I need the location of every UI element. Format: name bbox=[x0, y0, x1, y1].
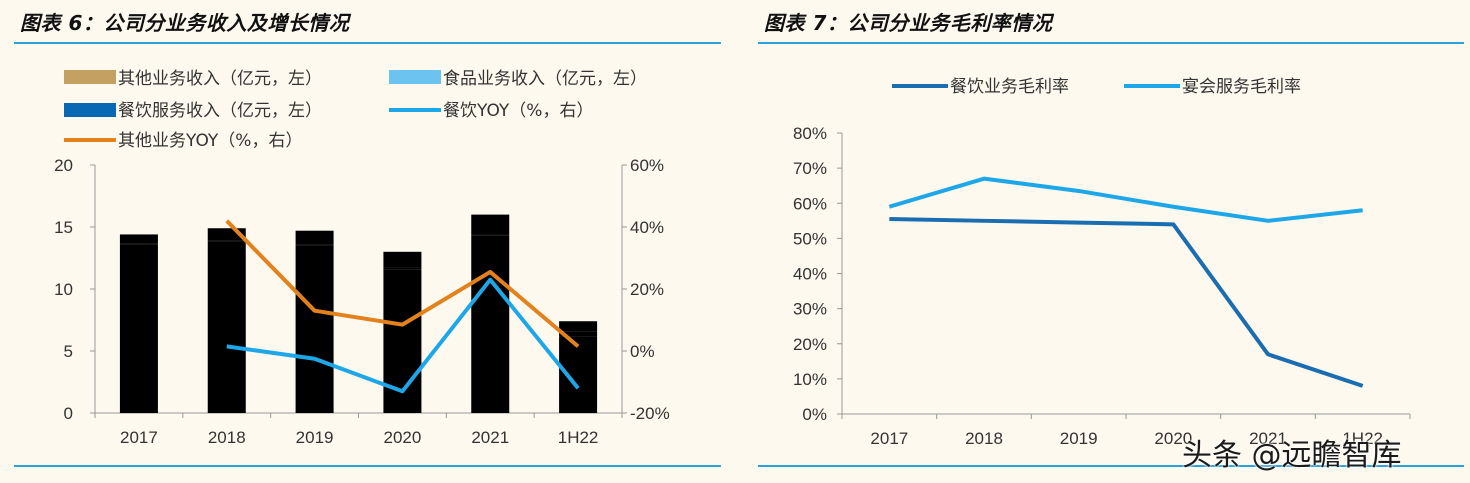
y-tick-label: 50% bbox=[793, 229, 827, 248]
margin-chart: 餐饮业务毛利率 宴会服务毛利率 0% 10% 20% 30% 40% 50% 60% 70% 8… bbox=[793, 77, 1411, 448]
left-y-tick-label: 0 bbox=[64, 404, 73, 423]
y-tick-label: 70% bbox=[793, 159, 827, 178]
left-y-tick-label: 20 bbox=[54, 156, 73, 175]
right-y-tick-label: 40% bbox=[630, 218, 664, 237]
watermark: 头条 @远瞻智库 bbox=[1182, 438, 1402, 473]
bar-food-rev bbox=[207, 240, 246, 242]
y-tick-label: 10% bbox=[793, 370, 827, 389]
revenue-chart-title: 图表 6：公司分业务收入及增长情况 bbox=[20, 10, 350, 35]
bar-food-rev bbox=[383, 267, 422, 270]
bar-other-rev bbox=[383, 251, 422, 268]
revenue-chart-legend: 其他业务收入（亿元，左） 食品业务收入（亿元，左） 餐饮服务收入（亿元，左） 餐… bbox=[64, 69, 647, 151]
legend-label-other-yoy: 其他业务YOY（%，右） bbox=[118, 131, 302, 151]
bar-catering-rev bbox=[295, 245, 334, 413]
x-tick-label: 2021 bbox=[471, 428, 509, 447]
line-banquet-margin bbox=[888, 176, 1363, 223]
y-tick-label: 30% bbox=[793, 300, 827, 319]
legend-label-catering-margin: 餐饮业务毛利率 bbox=[950, 77, 1069, 97]
y-tick-label: 0% bbox=[802, 405, 827, 424]
x-tick-label: 2019 bbox=[296, 428, 334, 447]
x-tick-label: 1H22 bbox=[1342, 429, 1383, 448]
y-tick-label: 40% bbox=[793, 265, 827, 284]
line-catering-yoy bbox=[226, 277, 580, 394]
legend-swatch-catering-rev bbox=[64, 103, 116, 117]
margin-chart-title-bar: 图表 7：公司分业务毛利率情况 bbox=[758, 0, 1464, 44]
x-tick-label: 2020 bbox=[1154, 429, 1192, 448]
bar-other-rev bbox=[119, 234, 158, 244]
bar-other-rev bbox=[295, 230, 334, 245]
legend-label-food-rev: 食品业务收入（亿元，左） bbox=[443, 69, 647, 89]
line-other-yoy bbox=[225, 219, 580, 348]
y-tick-label: 80% bbox=[793, 124, 827, 143]
bar-catering-rev bbox=[119, 244, 158, 413]
x-tick-label: 2020 bbox=[384, 428, 422, 447]
x-tick-label: 1H22 bbox=[558, 428, 599, 447]
left-y-tick-label: 15 bbox=[54, 218, 73, 237]
x-tick-label: 2019 bbox=[1060, 429, 1098, 448]
y-tick-label: 20% bbox=[793, 335, 827, 354]
x-tick-label: 2018 bbox=[965, 429, 1003, 448]
left-y-tick-label: 5 bbox=[64, 342, 73, 361]
right-y-tick-label: 20% bbox=[630, 280, 664, 299]
bar-other-rev bbox=[559, 321, 598, 332]
bar-other-rev bbox=[471, 214, 510, 235]
bar-catering-rev bbox=[207, 241, 246, 413]
margin-chart-title: 图表 7：公司分业务毛利率情况 bbox=[764, 10, 1053, 35]
legend-label-banquet-margin: 宴会服务毛利率 bbox=[1182, 77, 1301, 97]
right-y-tick-label: 60% bbox=[630, 156, 664, 175]
x-tick-label: 2017 bbox=[120, 428, 158, 447]
legend-swatch-other-rev bbox=[64, 70, 116, 84]
x-tick-label: 2017 bbox=[870, 429, 908, 448]
bar-food-rev bbox=[559, 331, 598, 337]
x-tick-label: 2018 bbox=[208, 428, 246, 447]
margin-chart-panel: 图表 7：公司分业务毛利率情况 餐饮业务毛利率 宴会服务毛利率 0% 10% 20%… bbox=[752, 0, 1470, 483]
left-y-tick-label: 10 bbox=[54, 280, 73, 299]
x-tick-label: 2021 bbox=[1249, 429, 1287, 448]
bar-food-rev bbox=[119, 243, 158, 245]
line-catering-margin bbox=[889, 217, 1364, 388]
revenue-chart-bottom-rule bbox=[14, 465, 721, 467]
right-y-tick-label: 0% bbox=[630, 342, 655, 361]
bar-catering-rev bbox=[471, 235, 510, 413]
legend-label-catering-rev: 餐饮服务收入（亿元，左） bbox=[118, 101, 322, 121]
right-y-tick-label: -20% bbox=[630, 404, 670, 423]
bar-food-rev bbox=[295, 244, 334, 246]
revenue-chart-title-bar: 图表 6：公司分业务收入及增长情况 bbox=[14, 0, 721, 44]
bar-food-rev bbox=[471, 234, 510, 236]
margin-chart-legend: 餐饮业务毛利率 宴会服务毛利率 bbox=[892, 77, 1301, 97]
y-tick-label: 60% bbox=[793, 194, 827, 213]
margin-chart-bottom-rule bbox=[758, 465, 1464, 467]
legend-label-catering-yoy: 餐饮YOY（%，右） bbox=[443, 101, 593, 121]
revenue-chart-panel: 图表 6：公司分业务收入及增长情况 其他业务收入（亿元，左） 食品业务收入（亿元… bbox=[0, 0, 725, 483]
legend-label-other-rev: 其他业务收入（亿元，左） bbox=[118, 69, 322, 89]
legend-swatch-food-rev bbox=[389, 70, 441, 84]
revenue-chart: 其他业务收入（亿元，左） 食品业务收入（亿元，左） 餐饮服务收入（亿元，左） 餐… bbox=[54, 69, 670, 447]
